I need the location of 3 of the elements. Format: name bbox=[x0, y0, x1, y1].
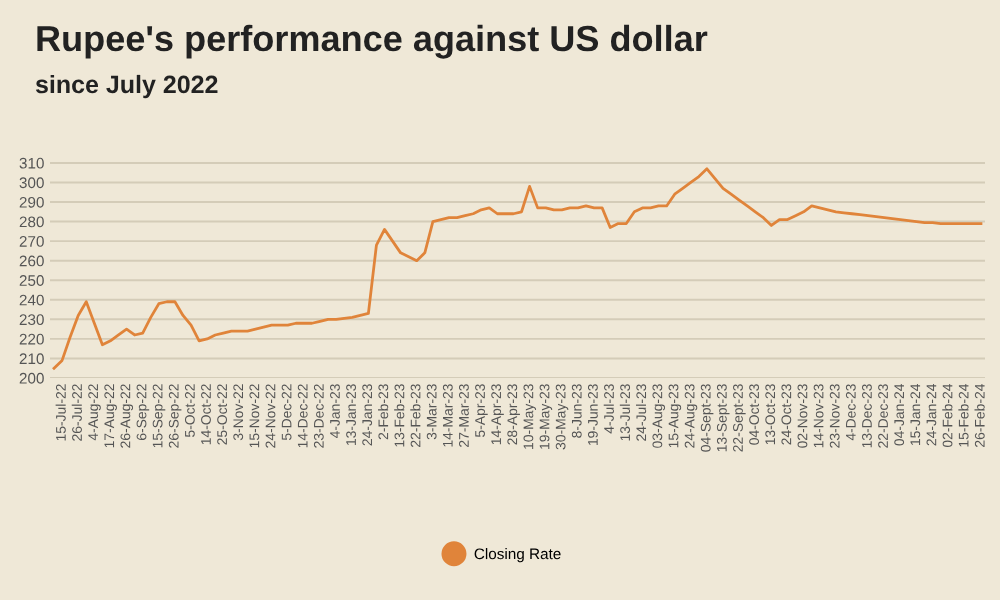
line-series bbox=[52, 167, 983, 370]
chart-subtitle: since July 2022 bbox=[35, 74, 218, 99]
chart-title: Rupee's performance against US dollar bbox=[37, 24, 708, 59]
